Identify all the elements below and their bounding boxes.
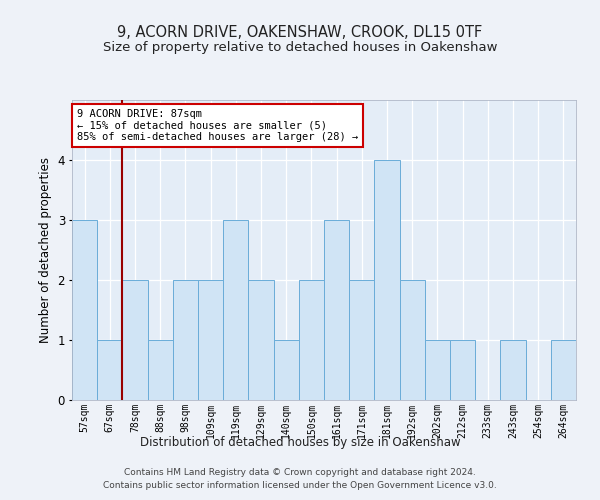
- Bar: [400, 280, 425, 400]
- Text: Size of property relative to detached houses in Oakenshaw: Size of property relative to detached ho…: [103, 41, 497, 54]
- Text: Contains public sector information licensed under the Open Government Licence v3: Contains public sector information licen…: [103, 480, 497, 490]
- Text: 9 ACORN DRIVE: 87sqm
← 15% of detached houses are smaller (5)
85% of semi-detach: 9 ACORN DRIVE: 87sqm ← 15% of detached h…: [77, 109, 358, 142]
- Bar: [148, 340, 173, 400]
- Bar: [299, 280, 324, 400]
- Bar: [551, 340, 576, 400]
- Bar: [500, 340, 526, 400]
- Text: Contains HM Land Registry data © Crown copyright and database right 2024.: Contains HM Land Registry data © Crown c…: [124, 468, 476, 477]
- Bar: [72, 220, 97, 400]
- Bar: [97, 340, 122, 400]
- Text: Distribution of detached houses by size in Oakenshaw: Distribution of detached houses by size …: [140, 436, 460, 449]
- Bar: [274, 340, 299, 400]
- Text: 9, ACORN DRIVE, OAKENSHAW, CROOK, DL15 0TF: 9, ACORN DRIVE, OAKENSHAW, CROOK, DL15 0…: [118, 25, 482, 40]
- Bar: [223, 220, 248, 400]
- Bar: [248, 280, 274, 400]
- Bar: [425, 340, 450, 400]
- Bar: [450, 340, 475, 400]
- Bar: [173, 280, 198, 400]
- Bar: [198, 280, 223, 400]
- Bar: [374, 160, 400, 400]
- Bar: [122, 280, 148, 400]
- Bar: [349, 280, 374, 400]
- Bar: [324, 220, 349, 400]
- Y-axis label: Number of detached properties: Number of detached properties: [39, 157, 52, 343]
